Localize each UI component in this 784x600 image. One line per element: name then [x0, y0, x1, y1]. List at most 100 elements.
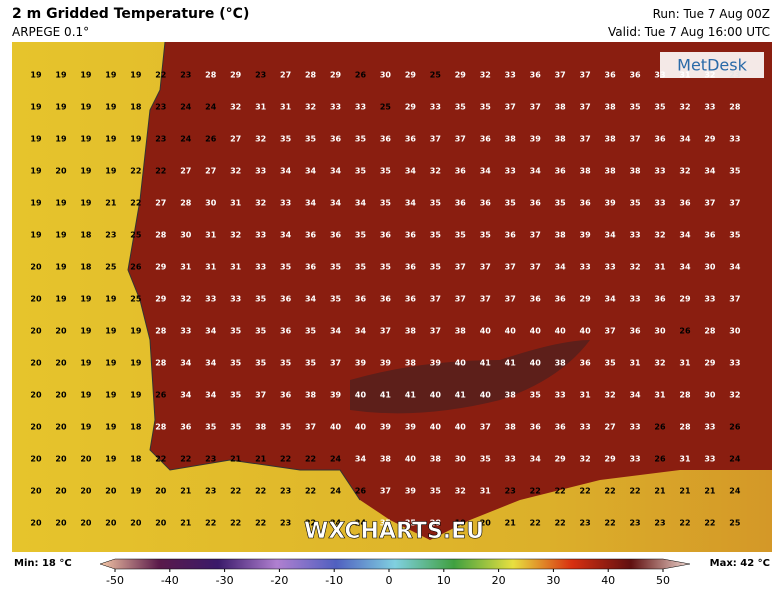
grid-value: 26 [654, 423, 666, 432]
grid-value: 28 [180, 199, 192, 208]
grid-value: 20 [55, 327, 67, 336]
grid-value: 35 [230, 359, 242, 368]
grid-value: 20 [30, 359, 42, 368]
grid-value: 19 [55, 199, 67, 208]
grid-value: 39 [330, 391, 342, 400]
grid-value: 29 [679, 295, 691, 304]
grid-value: 19 [130, 327, 142, 336]
grid-value: 38 [605, 135, 617, 144]
grid-value: 32 [455, 487, 466, 496]
grid-value: 32 [629, 263, 640, 272]
grid-value: 20 [55, 167, 67, 176]
grid-value: 36 [455, 167, 467, 176]
grid-value: 32 [230, 231, 241, 240]
grid-value: 34 [180, 359, 192, 368]
grid-value: 36 [280, 391, 292, 400]
grid-value: 38 [505, 391, 517, 400]
grid-value: 31 [679, 455, 691, 464]
grid-value: 23 [629, 519, 640, 528]
colorbar-tick-label: 40 [601, 574, 615, 587]
grid-value: 28 [155, 359, 167, 368]
grid-value: 22 [530, 519, 541, 528]
colorbar-tick-label: -40 [161, 574, 179, 587]
grid-value: 32 [180, 295, 191, 304]
grid-value: 35 [280, 135, 292, 144]
grid-value: 40 [455, 423, 467, 432]
grid-value: 19 [80, 295, 92, 304]
grid-value: 18 [130, 423, 142, 432]
grid-value: 35 [255, 359, 267, 368]
grid-value: 37 [480, 423, 491, 432]
grid-value: 26 [130, 263, 142, 272]
grid-value: 27 [180, 167, 191, 176]
grid-value: 36 [405, 231, 417, 240]
grid-value: 22 [155, 455, 166, 464]
grid-value: 37 [729, 295, 740, 304]
grid-value: 19 [130, 359, 142, 368]
grid-value: 20 [130, 519, 142, 528]
grid-value: 33 [704, 295, 715, 304]
grid-value: 20 [30, 487, 42, 496]
grid-value: 36 [555, 423, 567, 432]
grid-value: 37 [330, 359, 341, 368]
grid-value: 20 [30, 263, 42, 272]
grid-value: 36 [305, 263, 317, 272]
logo-box [660, 52, 764, 78]
grid-value: 35 [330, 263, 342, 272]
grid-value: 38 [555, 231, 567, 240]
grid-value: 36 [629, 71, 641, 80]
grid-value: 37 [729, 199, 740, 208]
grid-value: 23 [505, 487, 516, 496]
map [12, 41, 772, 552]
grid-value: 37 [580, 71, 591, 80]
grid-value: 36 [629, 327, 641, 336]
grid-value: 22 [679, 519, 690, 528]
grid-value: 19 [80, 423, 92, 432]
grid-value: 22 [180, 455, 191, 464]
grid-value: 35 [205, 423, 217, 432]
grid-value: 31 [629, 359, 641, 368]
grid-value: 19 [105, 71, 117, 80]
logo: MetDesk [677, 56, 747, 75]
grid-value: 30 [704, 263, 716, 272]
grid-value: 23 [654, 519, 665, 528]
grid-value: 36 [530, 71, 542, 80]
grid-value: 31 [280, 103, 292, 112]
grid-value: 21 [679, 487, 691, 496]
grid-value: 33 [704, 455, 715, 464]
grid-value: 35 [505, 199, 517, 208]
grid-value: 29 [704, 135, 716, 144]
grid-value: 28 [430, 519, 442, 528]
grid-value: 32 [679, 103, 690, 112]
grid-value: 24 [180, 103, 192, 112]
grid-value: 33 [629, 231, 640, 240]
grid-value: 38 [430, 455, 442, 464]
grid-value: 32 [729, 391, 740, 400]
grid-value: 33 [255, 167, 266, 176]
grid-value: 32 [480, 71, 491, 80]
grid-value: 19 [30, 71, 42, 80]
grid-value: 37 [580, 135, 591, 144]
grid-value: 32 [230, 167, 241, 176]
grid-value: 31 [480, 487, 492, 496]
grid-value: 19 [55, 135, 67, 144]
grid-value: 29 [330, 71, 342, 80]
grid-value: 19 [130, 391, 142, 400]
grid-value: 24 [729, 455, 741, 464]
grid-value: 37 [530, 263, 541, 272]
grid-value: 19 [55, 71, 67, 80]
grid-value: 22 [305, 487, 316, 496]
grid-value: 33 [180, 327, 191, 336]
grid-value: 38 [580, 167, 592, 176]
grid-value: 33 [704, 103, 715, 112]
grid-value: 23 [255, 71, 266, 80]
grid-value: 37 [704, 199, 715, 208]
grid-value: 39 [580, 231, 592, 240]
sea [12, 42, 772, 552]
grid-value: 33 [505, 455, 516, 464]
grid-value: 39 [355, 359, 367, 368]
grid-value: 40 [355, 391, 367, 400]
grid-value: 36 [679, 199, 691, 208]
